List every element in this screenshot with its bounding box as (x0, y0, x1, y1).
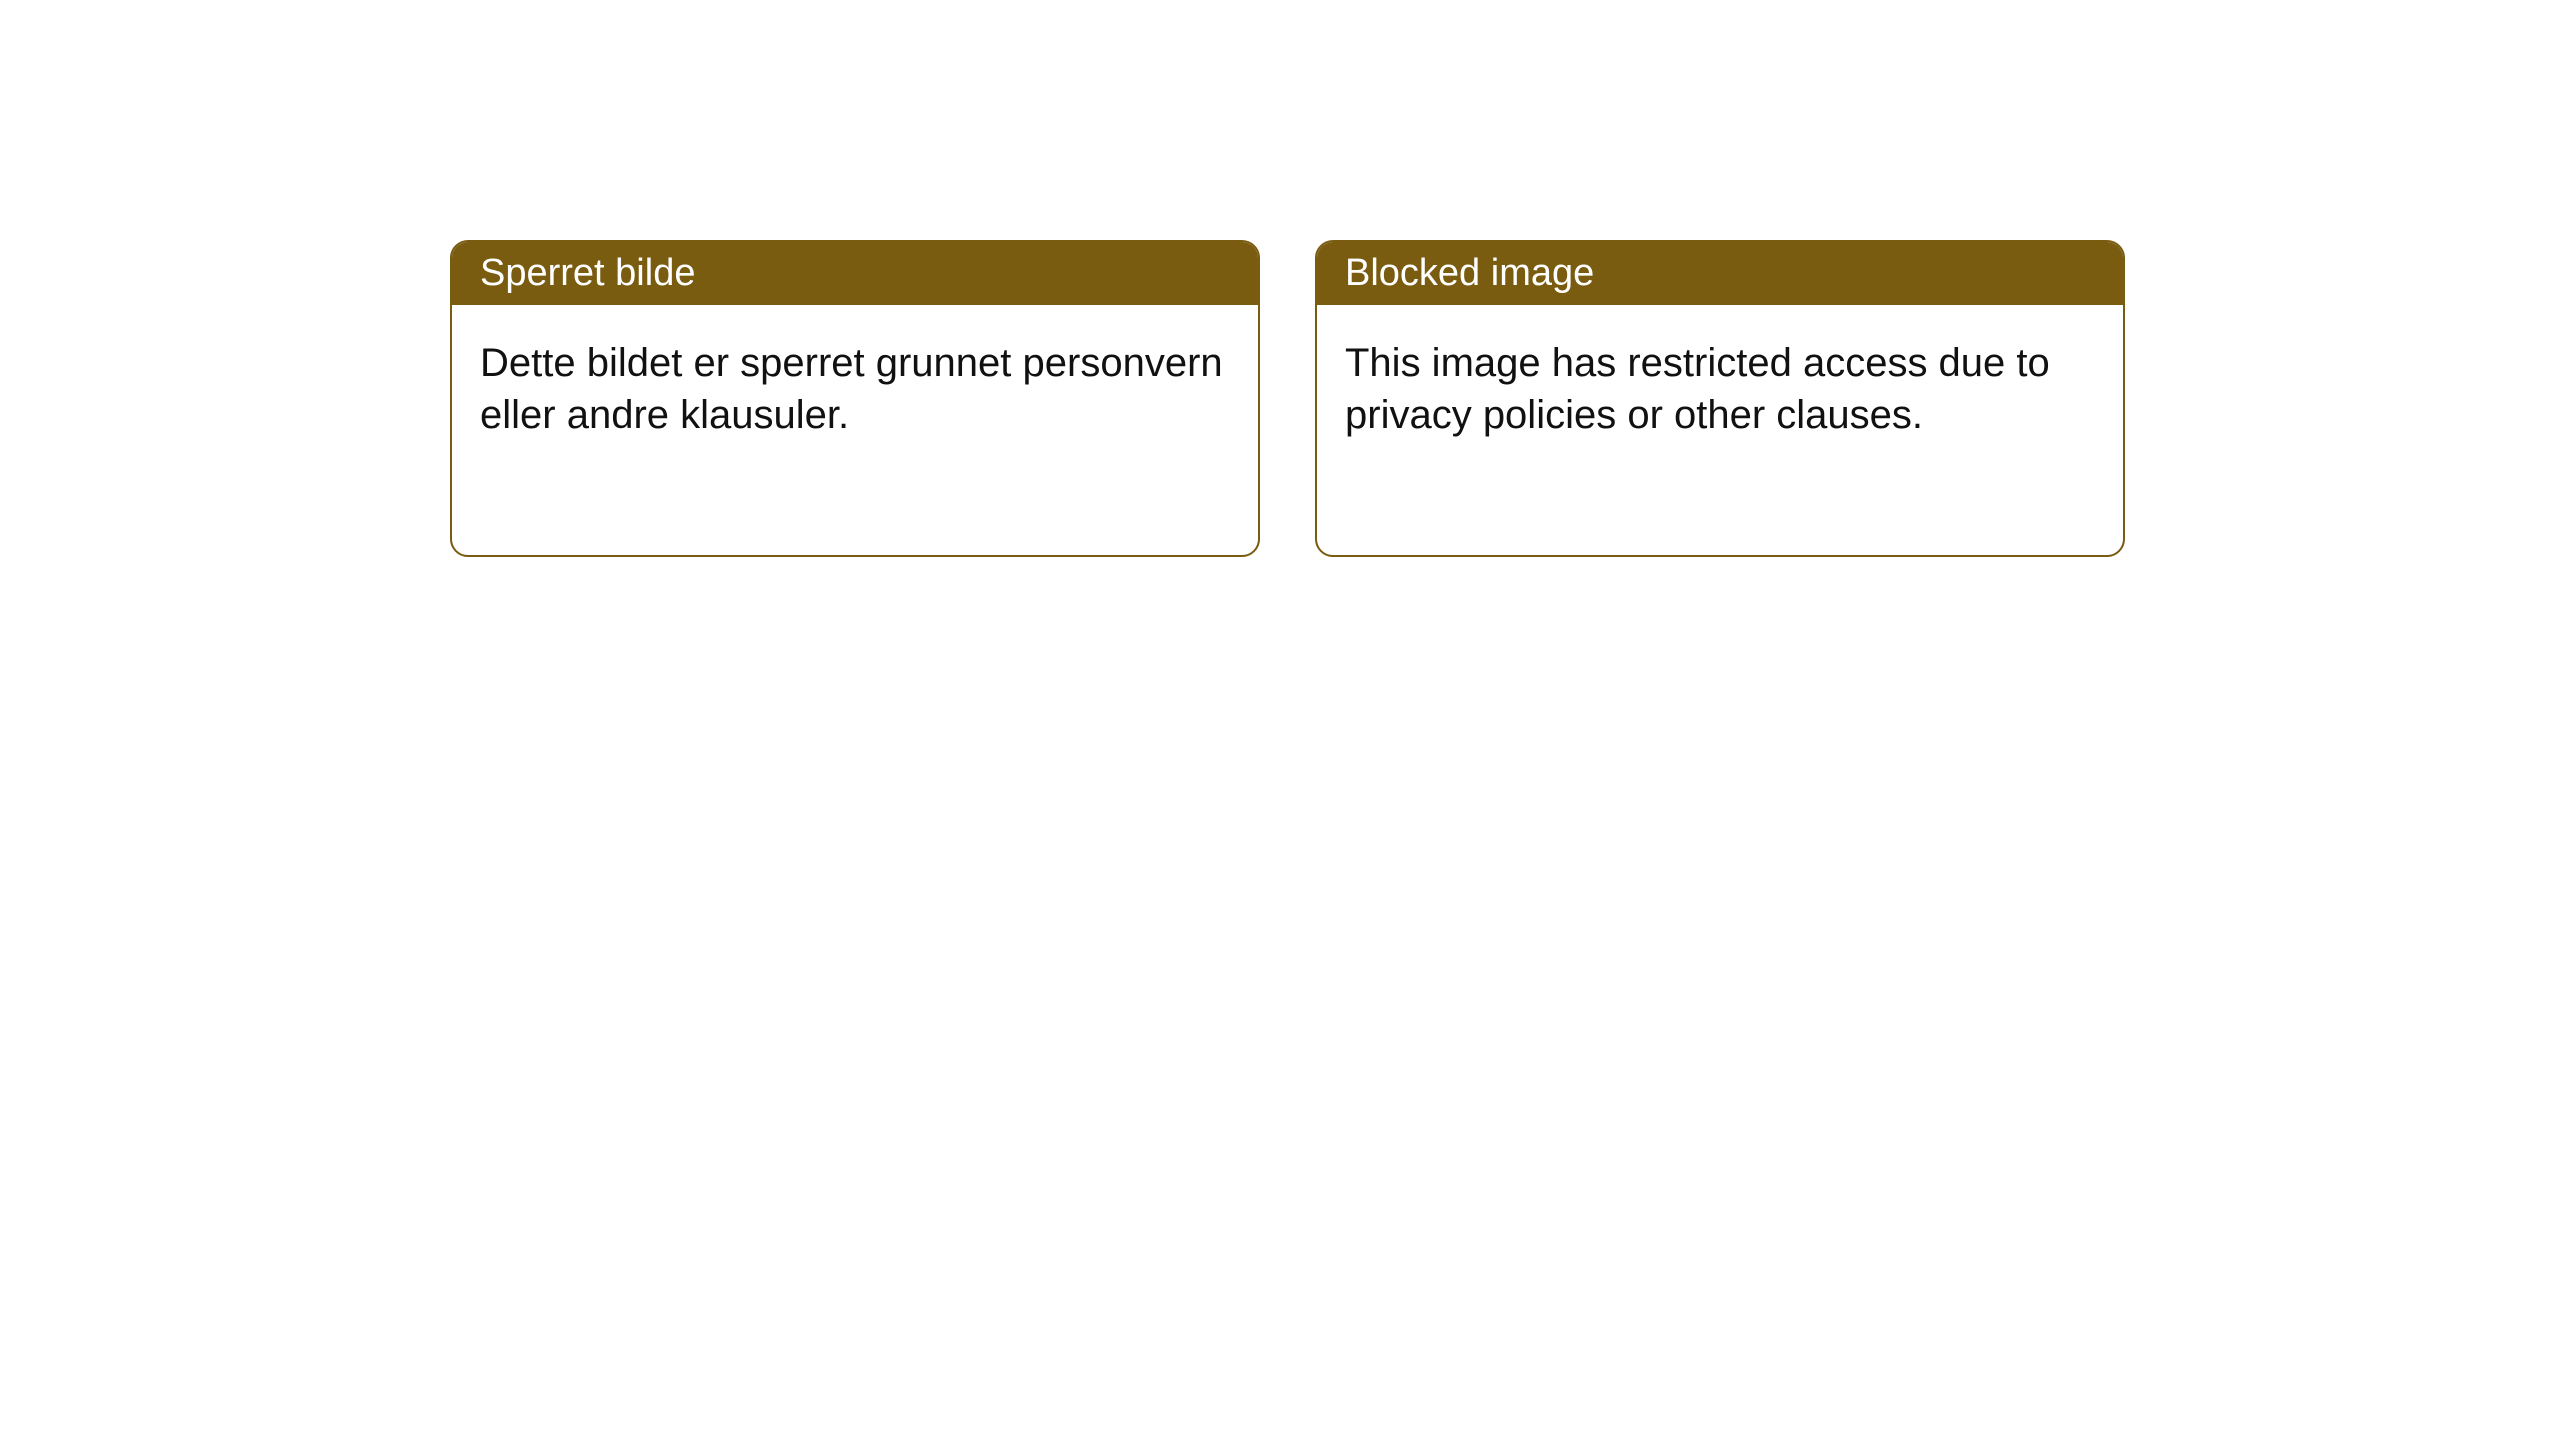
notice-container: Sperret bilde Dette bildet er sperret gr… (0, 0, 2560, 557)
blocked-image-card-en: Blocked image This image has restricted … (1315, 240, 2125, 557)
card-title: Blocked image (1317, 242, 2123, 305)
card-title: Sperret bilde (452, 242, 1258, 305)
card-body: This image has restricted access due to … (1317, 305, 2123, 555)
blocked-image-card-no: Sperret bilde Dette bildet er sperret gr… (450, 240, 1260, 557)
card-body: Dette bildet er sperret grunnet personve… (452, 305, 1258, 555)
